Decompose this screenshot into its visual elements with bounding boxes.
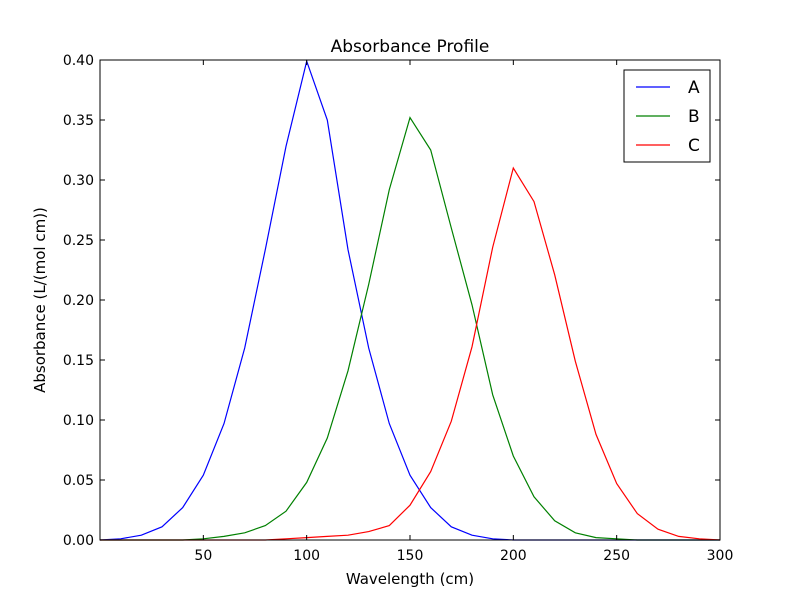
y-tick-label: 0.05 (63, 473, 94, 489)
legend: ABC (623, 69, 711, 163)
x-tick-label: 300 (707, 548, 734, 564)
legend-label-b: B (688, 107, 700, 127)
y-tick-label: 0.30 (63, 173, 94, 189)
legend-label-c: C (688, 136, 700, 156)
legend-label-a: A (688, 78, 700, 98)
series-line-b (100, 116, 720, 541)
series-line-c (100, 166, 721, 541)
y-tick-label: 0.35 (63, 113, 94, 129)
y-tick-label: 0.15 (63, 353, 94, 369)
y-tick-label: 0.20 (63, 293, 94, 309)
y-axis-ticks: 0.00 0.05 0.10 0.15 0.20 0.25 0.30 0.35 0.40 (63, 53, 720, 549)
x-axis-ticks: 50 100 150 200 250 300 (194, 60, 733, 564)
x-tick-label: 100 (293, 548, 320, 564)
x-tick-label: 250 (603, 548, 630, 564)
x-tick-label: 150 (397, 548, 424, 564)
y-tick-label: 0.00 (63, 533, 94, 549)
x-tick-label: 200 (500, 548, 527, 564)
x-axis-label: Wavelength (cm) (346, 570, 474, 588)
x-tick-label: 50 (194, 548, 212, 564)
y-tick-label: 0.25 (63, 233, 94, 249)
y-axis-label: Absorbance (L/(mol cm)) (31, 207, 49, 393)
y-tick-label: 0.40 (63, 53, 94, 69)
y-tick-label: 0.10 (63, 413, 94, 429)
chart-title: Absorbance Profile (331, 37, 490, 57)
